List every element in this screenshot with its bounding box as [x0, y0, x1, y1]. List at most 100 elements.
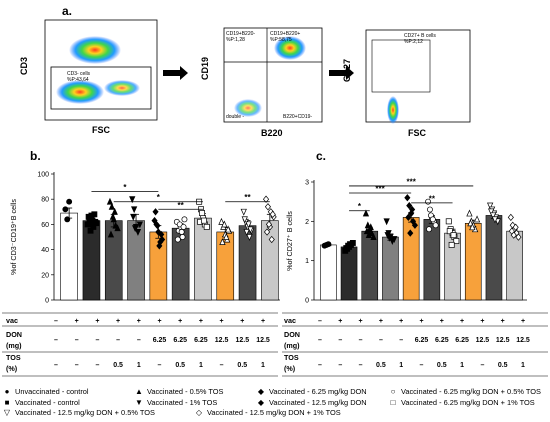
table-cell: 0.5 [113, 362, 123, 369]
table-cell: – [54, 362, 58, 369]
table-cell: + [460, 318, 464, 325]
data-point [93, 220, 100, 227]
data-point [467, 219, 474, 227]
bar [506, 230, 523, 301]
legend-symbol-icon: ▼ [135, 397, 143, 407]
bar-group [127, 196, 145, 301]
table-row-label: (%) [6, 364, 18, 373]
table-cell: + [75, 318, 79, 325]
legend-label: Vaccinated - 6.25 mg/kg DON [269, 387, 367, 396]
bar [104, 220, 123, 301]
table-cell: + [440, 318, 444, 325]
table-cell: – [75, 362, 79, 369]
significance-label: ** [178, 201, 185, 210]
bar-group [104, 197, 123, 301]
bar-group [340, 240, 358, 301]
data-point [245, 221, 252, 229]
bar [382, 236, 399, 301]
table-cell: + [199, 318, 203, 325]
data-point [203, 223, 210, 230]
data-point [64, 216, 71, 223]
table-cell: + [261, 318, 265, 325]
table-cell: – [116, 337, 120, 344]
table-cell: – [95, 337, 99, 344]
data-point [107, 230, 115, 238]
data-point [225, 225, 232, 233]
table-cell: 0.5 [237, 362, 247, 369]
legend-label: Vaccinated - 12.5 mg/kg DON + 1% TOS [207, 408, 341, 417]
data-point [405, 213, 412, 222]
data-point [247, 226, 254, 234]
data-point [466, 209, 473, 217]
data-point [181, 216, 188, 223]
table-cell: 1 [199, 362, 203, 369]
plot1-xlabel: FSC [92, 125, 111, 135]
svg-text:double -: double - [226, 114, 244, 120]
data-point [246, 234, 253, 241]
table-cell: + [157, 318, 161, 325]
bar-group [485, 202, 503, 301]
data-point [178, 229, 185, 235]
bar-group [171, 216, 190, 301]
legend-label: Vaccinated - 12.5 mg/kg DON [269, 397, 367, 407]
bar [194, 217, 212, 301]
svg-text:CD27+ B cells: CD27+ B cells [404, 33, 436, 39]
table-cell: + [379, 318, 383, 325]
table-cell: – [338, 337, 342, 344]
bar-group [464, 209, 482, 301]
data-point [240, 208, 247, 216]
bar-group [149, 208, 168, 301]
table-cell: + [137, 318, 141, 325]
data-point [134, 229, 142, 236]
table-cell: 12.5 [476, 337, 490, 344]
bar-group [320, 241, 337, 301]
bar-group [82, 211, 101, 301]
table-row-label: (%) [284, 364, 296, 373]
data-point [510, 231, 517, 239]
table-cell: – [359, 362, 363, 369]
significance-label: ** [244, 193, 251, 202]
significance-label: * [123, 183, 127, 192]
panel-c-label: c. [316, 149, 327, 163]
data-point [391, 236, 398, 243]
table-cell: 0.5 [175, 362, 185, 369]
legend-symbol-icon: ◆ [257, 397, 265, 407]
table-cell: – [318, 362, 322, 369]
data-point [136, 221, 143, 229]
table-cell: – [95, 362, 99, 369]
table-cell: – [399, 337, 403, 344]
significance-label: * [358, 202, 362, 211]
table-cell: – [420, 362, 424, 369]
data-point [406, 201, 413, 210]
data-point [448, 241, 455, 248]
bar [464, 222, 482, 301]
significance-label: * [157, 193, 161, 202]
data-point [409, 205, 416, 214]
legend-symbol-icon: □ [390, 397, 396, 407]
bar [320, 244, 337, 301]
table-cell: – [137, 337, 141, 344]
data-point [450, 232, 457, 239]
bar-group [382, 218, 399, 301]
table-cell: + [338, 318, 342, 325]
data-point [408, 209, 415, 218]
data-point [426, 206, 433, 213]
plot2-ylabel: CD19 [200, 57, 210, 80]
table-cell: 12.5 [516, 337, 530, 344]
data-point [363, 227, 371, 235]
data-point [174, 236, 181, 243]
legend-symbol-icon: ◇ [195, 408, 203, 417]
data-point [129, 196, 136, 204]
data-point [365, 231, 372, 239]
table-cell: + [95, 318, 99, 325]
table-cell: 12.5 [235, 337, 249, 344]
legend-label: Vaccinated - 0.5% TOS [147, 387, 224, 396]
bar-group [194, 198, 212, 301]
flow-plot-1: CD3 FSC CD3- cells %P:43,64 [19, 19, 158, 135]
y-axis-label: %of CD3⁻CD19⁺B cells [9, 199, 18, 275]
bar [485, 215, 503, 301]
data-point [515, 233, 522, 241]
panel-a-flow-plots: CD3 FSC CD3- cells %P:43,64 CD19 B220 CD… [19, 19, 471, 138]
bar-group [216, 217, 235, 301]
svg-text:CD19+B220-: CD19+B220- [226, 31, 255, 37]
